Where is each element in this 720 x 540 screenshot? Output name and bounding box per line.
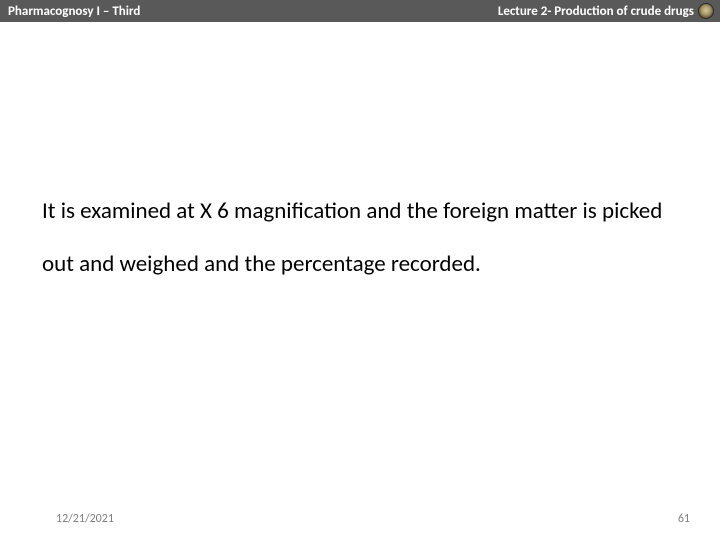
slide-header: Pharmacognosy I – Third Lecture 2- Produ…	[0, 0, 720, 22]
university-logo-icon	[698, 3, 714, 19]
footer-date: 12/21/2021	[56, 512, 114, 526]
footer-page-number: 61	[678, 512, 690, 526]
lecture-title-wrap: Lecture 2- Production of crude drugs	[498, 3, 714, 19]
body-paragraph: It is examined at X 6 magnification and …	[42, 185, 678, 291]
slide-footer: 12/21/2021 61	[0, 512, 720, 526]
lecture-title: Lecture 2- Production of crude drugs	[498, 4, 694, 19]
course-title: Pharmacognosy I – Third	[8, 4, 140, 19]
slide-content: It is examined at X 6 magnification and …	[42, 185, 678, 291]
